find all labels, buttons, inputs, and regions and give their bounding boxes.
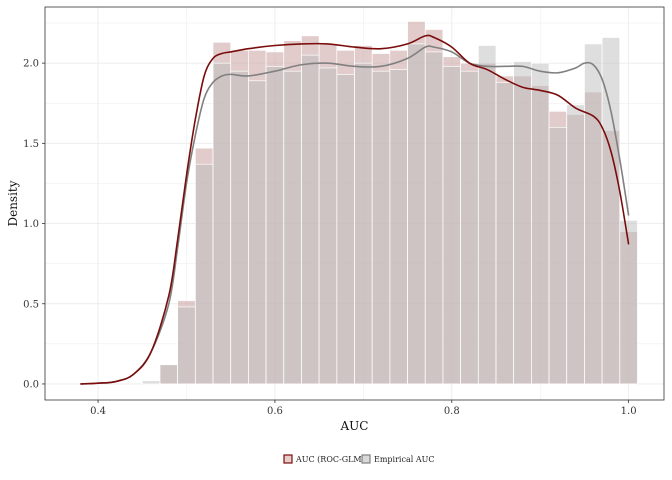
empirical-hist-bar <box>513 61 532 385</box>
y-tick-label: 1.0 <box>23 219 39 230</box>
empirical-hist-bar <box>141 380 161 385</box>
empirical-hist-bar <box>336 74 355 385</box>
empirical-hist-bar <box>442 66 461 385</box>
empirical-hist-bar <box>495 82 515 385</box>
legend-label-empirical-auc: Empirical AUC <box>374 455 434 464</box>
empirical-hist-bar <box>584 43 603 385</box>
y-tick-label: 2.0 <box>23 59 39 70</box>
density-curves <box>80 34 630 385</box>
y-tick-label: 0.5 <box>23 299 39 310</box>
y-axis-title: Density <box>6 180 20 226</box>
empirical-hist-bar <box>230 70 249 385</box>
empirical-hist-bar <box>531 62 550 385</box>
empirical-hist-bar <box>548 126 568 385</box>
y-tick-label: 0.0 <box>23 379 39 390</box>
empirical-hist-bar <box>265 66 285 385</box>
empirical-hist-bar <box>194 163 214 385</box>
empirical-hist-bar <box>177 306 196 385</box>
empirical-hist-bar <box>460 70 479 385</box>
histogram-bars <box>141 21 638 385</box>
empirical-hist-bar <box>477 45 497 385</box>
legend-key-auc-roc-glm <box>283 454 293 464</box>
empirical-hist-bar <box>566 104 585 385</box>
empirical-hist-bar <box>424 51 444 385</box>
y-tick-label: 1.5 <box>23 139 39 150</box>
empirical-hist-bar <box>301 54 320 385</box>
empirical-hist-bar <box>619 219 638 385</box>
x-tick-label: 0.8 <box>444 406 460 417</box>
empirical-hist-bar <box>318 67 338 385</box>
axis-ticks: 0.4 0.6 0.8 1.0 0.0 0.5 1.0 1.5 2.0 <box>23 59 636 417</box>
plot-frame <box>44 6 665 401</box>
x-tick-label: 0.4 <box>90 406 106 417</box>
empirical-density-line <box>80 45 630 385</box>
empirical-hist-bar <box>407 43 426 385</box>
x-axis-title: AUC <box>340 419 369 433</box>
legend-label-auc-roc-glm: AUC (ROC-GLM) <box>295 455 365 464</box>
x-tick-label: 1.0 <box>621 406 637 417</box>
empirical-hist-bar <box>212 62 232 385</box>
empirical-hist-bar <box>389 69 408 385</box>
legend-key-empirical-auc <box>361 454 371 464</box>
roc-glm-density-line <box>80 34 630 385</box>
legend: AUC (ROC-GLM) Empirical AUC <box>283 454 434 464</box>
empirical-hist-bar <box>601 37 621 385</box>
empirical-hist-bar <box>283 70 302 385</box>
empirical-hist-bar <box>371 70 391 385</box>
empirical-hist-bar <box>159 364 178 385</box>
x-tick-label: 0.6 <box>267 406 283 417</box>
empirical-hist-bar <box>354 62 373 385</box>
empirical-hist-bar <box>248 80 267 385</box>
